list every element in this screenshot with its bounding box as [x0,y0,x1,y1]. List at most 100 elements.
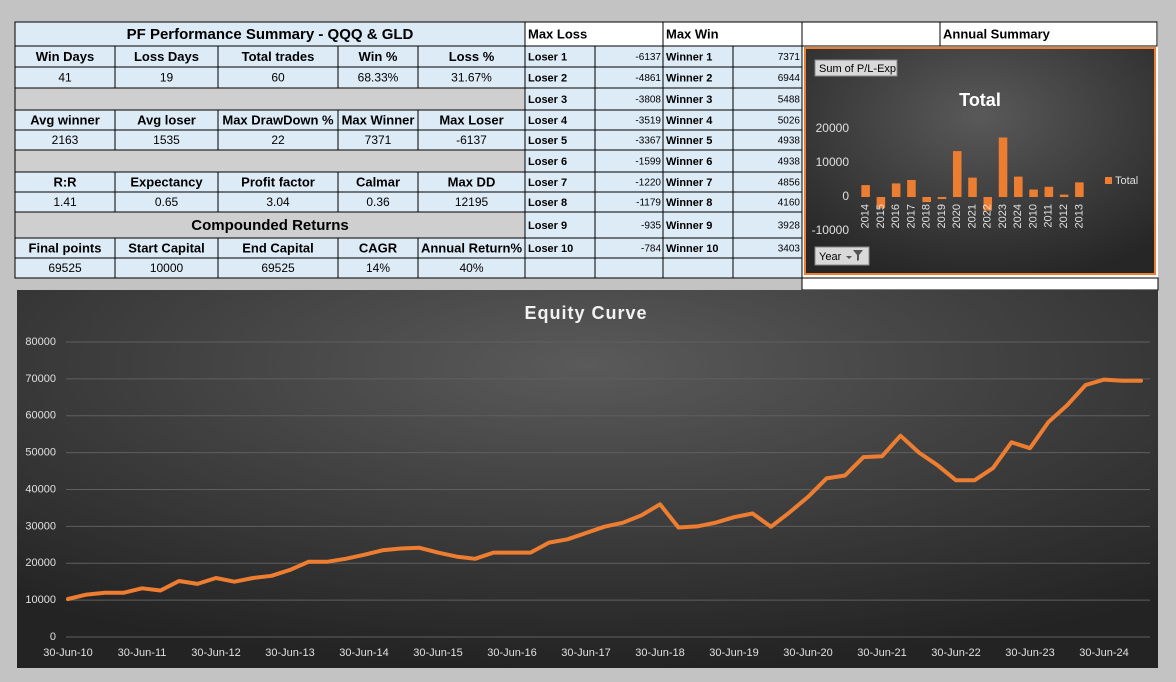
rank-label: Winner 4 [666,115,713,127]
value-cell: 7371 [365,133,392,147]
bar [968,177,977,197]
y-tick-label: 60000 [25,410,56,422]
header-cell: Start Capital [128,240,205,255]
chart-area [17,290,1158,668]
header-cell: Loss Days [134,49,199,64]
legend-swatch [1105,177,1112,184]
y-tick-label: 40000 [25,483,56,495]
rank-label: Winner 5 [666,135,712,147]
header-cell: Max DrawDown % [222,112,334,127]
x-tick-label: 2017 [905,204,917,228]
rank-value: 4938 [778,157,801,168]
header-cell: Max Winner [342,112,415,127]
rank-label: Loser 8 [528,197,567,209]
value-cell: 0.36 [366,195,390,209]
chart-title: Equity Curve [524,303,647,323]
field-label: Sum of P/L-Exp [819,63,896,75]
header-cell: Avg winner [30,112,100,127]
x-tick-label: 2022 [982,204,994,228]
rank-value: -1220 [635,178,661,189]
bar [922,197,931,203]
field-button[interactable] [814,59,898,77]
cell [524,257,596,279]
y-tick-label: -10000 [812,223,850,237]
rank-value: 3928 [778,221,801,232]
x-tick-label: 2011 [1043,204,1055,228]
y-tick-label: 0 [50,631,56,643]
y-tick-label: 10000 [816,155,850,169]
x-tick-label: 30-Jun-14 [339,647,389,659]
rank-label: Loser 4 [528,115,568,127]
value-cell: 10000 [150,261,184,275]
y-tick-label: 0 [842,189,849,203]
rank-value: 3403 [778,244,801,255]
x-tick-label: 2012 [1058,204,1070,228]
rank-value: -6137 [635,52,661,63]
y-tick-label: 50000 [25,447,56,459]
value-cell: 0.65 [155,195,179,209]
rank-value: 6944 [778,73,801,84]
value-cell: 12195 [455,195,489,209]
header-cell: Expectancy [130,174,203,189]
x-tick-label: 2024 [1012,204,1024,228]
rank-label: Loser 1 [528,51,567,63]
rank-label: Winner 1 [666,51,712,63]
cell [14,21,526,47]
spacer-row [14,149,526,173]
header-cell: Annual Return% [421,240,523,255]
rank-value: 4856 [778,178,801,189]
header-cell: Win % [359,49,398,64]
cell [662,211,734,239]
x-tick-label: 30-Jun-15 [413,647,463,659]
cell [662,21,803,47]
x-tick-label: 2019 [936,204,948,228]
compounded-title: Compounded Returns [191,217,349,234]
header-cell: Profit factor [241,174,315,189]
value-cell: -6137 [456,133,487,147]
cell [14,211,526,239]
rank-value: 5488 [778,95,801,106]
x-tick-label: 2014 [860,204,872,228]
spacer-row [14,87,526,111]
rank-value: -1179 [636,198,661,209]
summary-title: PF Performance Summary - QQQ & GLD [127,26,414,43]
x-tick-label: 2023 [997,204,1009,228]
x-tick-label: 30-Jun-22 [931,647,981,659]
value-cell: 14% [366,261,390,275]
rank-value: 4160 [778,198,801,209]
x-tick-label: 30-Jun-19 [709,647,759,659]
bar [983,197,993,211]
cell [524,21,664,47]
value-cell: 2163 [52,133,79,147]
bar [1059,194,1069,197]
rank-value: -3808 [635,95,661,106]
bar [891,183,901,197]
table-title: Annual Summary [943,26,1051,41]
rank-label: Winner 7 [666,177,712,189]
value-cell: 41 [58,71,72,85]
x-tick-label: 30-Jun-11 [118,647,167,659]
bar [998,137,1008,197]
rank-value: -4861 [635,73,661,84]
x-tick-label: 2020 [951,204,963,228]
value-cell: 69525 [261,261,295,275]
x-tick-label: 30-Jun-20 [783,647,833,659]
rank-label: Winner 9 [666,220,712,232]
rank-label: Winner 8 [666,197,712,209]
x-tick-label: 30-Jun-23 [1005,647,1055,659]
rank-value: 7371 [778,52,801,63]
header-cell: Calmar [356,174,400,189]
legend-label: Total [1115,175,1138,187]
value-cell: 3.04 [266,195,290,209]
x-tick-label: 30-Jun-12 [191,647,241,659]
x-tick-label: 30-Jun-16 [487,647,537,659]
bar [1014,176,1023,197]
bar [876,197,886,209]
value-cell: 1.41 [53,195,77,209]
value-cell: 60 [271,71,285,85]
value-cell: 40% [459,261,483,275]
x-tick-label: 30-Jun-13 [265,647,315,659]
rank-label: Loser 2 [528,72,567,84]
y-tick-label: 70000 [25,373,56,385]
